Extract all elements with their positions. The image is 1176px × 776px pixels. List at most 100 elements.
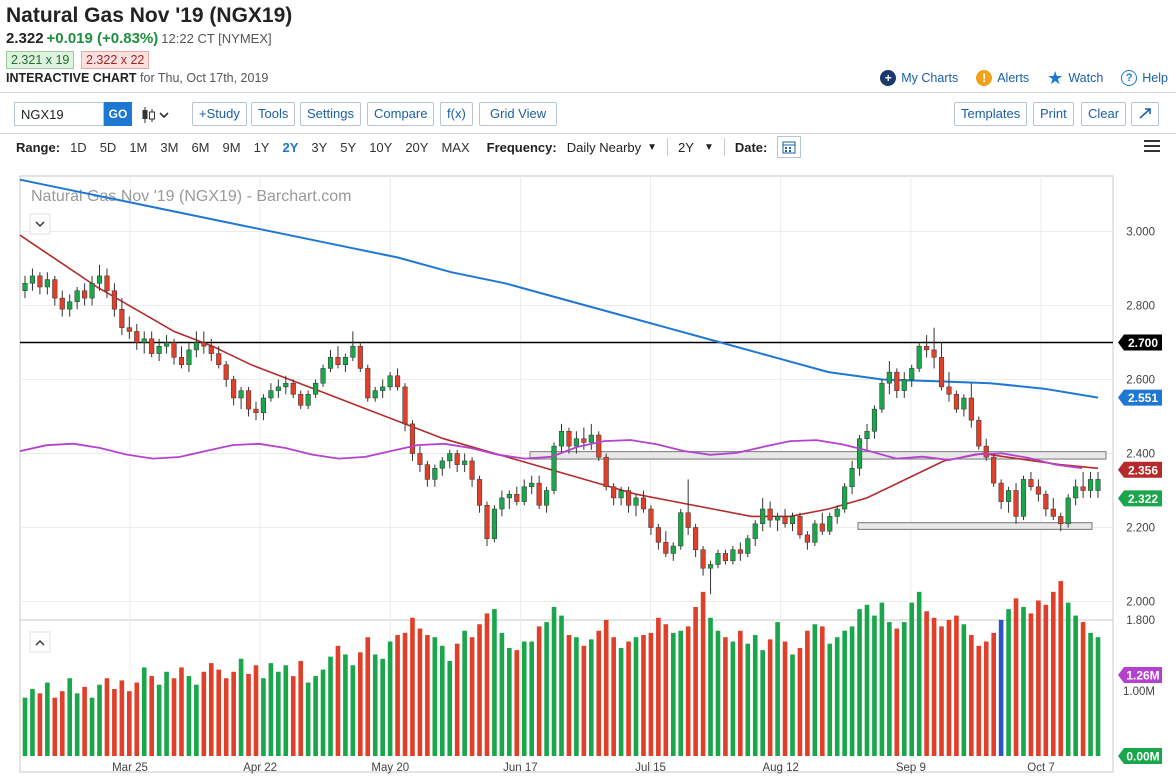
candle [238,386,244,410]
x-tick-label: May 20 [371,762,409,774]
volume-bar [305,682,311,756]
candle-body [678,512,684,547]
expand-button[interactable] [1131,102,1159,126]
candle-body [544,490,550,506]
volume-bar [74,693,80,756]
volume-bar [238,658,244,756]
candle-body [953,394,959,410]
frequency-select[interactable]: Daily Nearby ▼ [567,140,657,155]
candle [186,342,192,373]
volume-bar [812,624,818,756]
candle-body [454,453,460,465]
go-button[interactable]: GO [104,102,132,126]
price-chart[interactable]: Natural Gas Nov '19 (NGX19) - Barchart.c… [0,160,1176,776]
print-button[interactable]: Print [1033,102,1074,126]
candle-body [573,438,579,447]
candle-body [894,371,900,391]
period-select[interactable]: 2Y ▼ [678,140,714,155]
candlestick-type-selector[interactable] [140,106,170,129]
volume-bar [149,676,154,756]
volume-bar [22,697,28,756]
candle [961,394,967,417]
candle-body [245,390,252,410]
range-20y[interactable]: 20Y [405,139,429,155]
study-button[interactable]: +Study [192,102,247,126]
candle [1006,486,1012,513]
candle-body [357,345,363,369]
watch-link[interactable]: ★ Watch [1047,69,1104,87]
templates-button[interactable]: Templates [954,102,1028,126]
range-3m[interactable]: 3M [160,139,179,155]
candle [380,379,386,398]
range-max[interactable]: MAX [441,139,470,155]
candle [640,490,647,513]
compare-button[interactable]: Compare [367,102,435,126]
range-1m[interactable]: 1M [129,139,148,155]
candle [275,379,281,398]
candlestick-icon [142,107,169,123]
symbol-input[interactable] [14,102,104,126]
candle [648,505,654,535]
range-1d[interactable]: 1D [70,139,87,155]
volume-bar [358,652,363,756]
moving-average-short-line [19,234,1099,518]
x-tick-label: Mar 25 [112,762,148,774]
range-6m[interactable]: 6M [191,139,210,155]
candle-body [626,490,632,506]
price-tag-last-bg [1118,490,1162,507]
volume-bar [37,693,43,756]
range-5y[interactable]: 5Y [340,139,357,155]
range-2y[interactable]: 2Y [282,139,299,155]
candle [104,268,110,299]
calendar-button[interactable] [777,136,802,158]
candle-body [804,534,810,543]
menu-button[interactable] [1144,139,1160,156]
price-tag-hline-bg [1118,334,1162,351]
range-5d[interactable]: 5D [99,139,117,155]
help-link[interactable]: ? Help [1121,70,1168,86]
my-charts-link[interactable]: + My Charts [880,70,958,86]
candle [946,372,952,402]
price-tag-volume-ma-text: 1.26M [1126,669,1159,683]
range-9m[interactable]: 9M [222,139,241,155]
volume-bar [313,676,318,756]
candle [573,431,579,454]
candle [730,546,736,565]
grid-view-button[interactable]: Grid View [479,102,558,126]
candle [126,316,132,339]
x-tick-label: Jun 17 [503,762,538,774]
collapse-price-pane-button[interactable] [29,213,51,235]
clear-button[interactable]: Clear [1081,102,1127,126]
candle [864,423,870,450]
candle [752,520,758,546]
volume-bar [156,684,162,756]
frequency-label: Frequency: [486,139,557,155]
watch-label: Watch [1068,71,1104,85]
candle [1065,494,1071,528]
alerts-link[interactable]: ! Alerts [976,70,1029,86]
bid-badge: 2.321 x 19 [6,51,75,69]
candle [1035,479,1041,502]
candle [231,375,237,406]
volume-bar [216,669,222,756]
help-icon: ? [1121,70,1138,86]
y-tick-label: 2.400 [1126,449,1155,461]
candle [1013,483,1019,524]
candle-body [842,486,848,510]
volume-bar [365,637,371,756]
candle-body [789,516,796,525]
fx-button[interactable]: f(x) [440,102,473,126]
range-3y[interactable]: 3Y [311,139,328,155]
candle [1043,490,1049,517]
candle-body [216,353,222,365]
tools-button[interactable]: Tools [251,102,296,126]
range-1y[interactable]: 1Y [253,139,270,155]
volume-bar [201,671,207,756]
candle [141,331,147,354]
settings-button[interactable]: Settings [300,102,361,126]
range-10y[interactable]: 10Y [369,139,393,155]
expand-volume-pane-button[interactable] [29,631,51,653]
volume-bar [1095,637,1101,756]
candle-body [432,468,438,480]
volume-bar [499,632,505,756]
